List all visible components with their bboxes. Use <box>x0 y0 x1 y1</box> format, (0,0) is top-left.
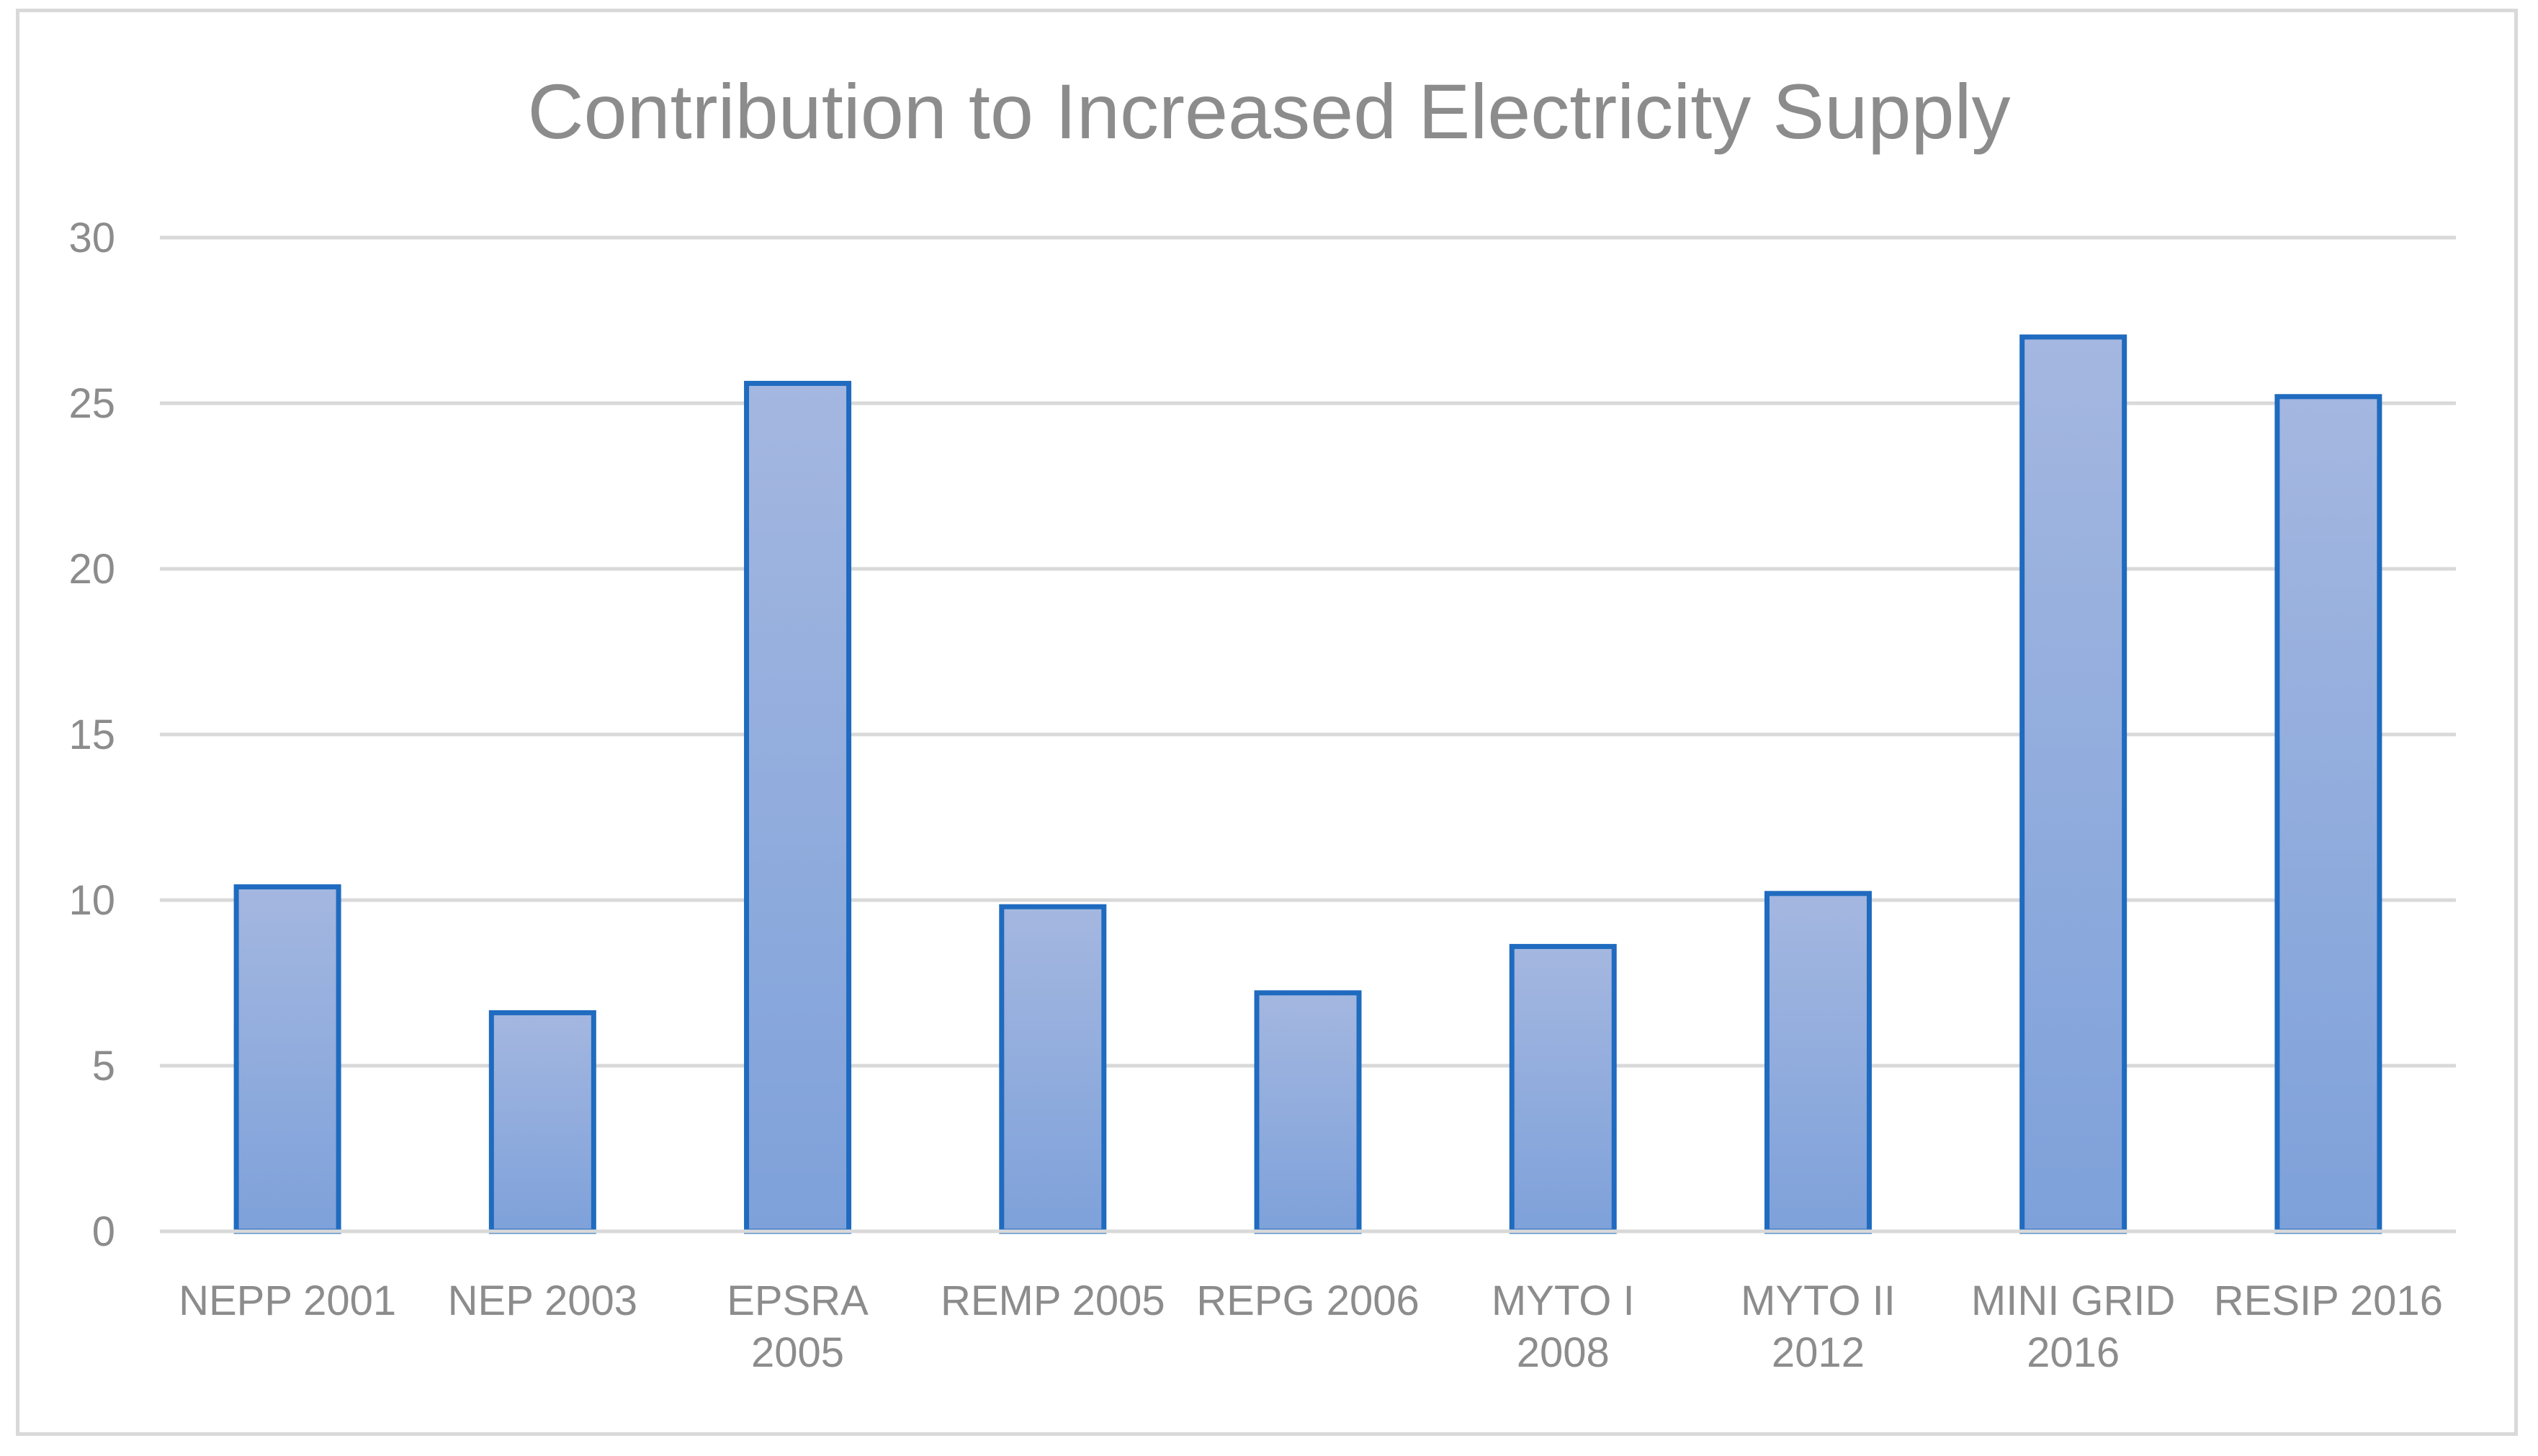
x-category-label-nepp-2001: NEPP 2001 <box>179 1277 396 1324</box>
x-category-label-resip-2016: RESIP 2016 <box>2214 1277 2443 1324</box>
bar-myto-i-2008 <box>1509 943 1617 1234</box>
bars <box>233 334 2382 1234</box>
bar-nep-2003 <box>488 1010 596 1234</box>
bar-mini-grid-2016 <box>2019 334 2127 1234</box>
x-category-label-myto-ii-2012: MYTO II 2012 <box>1741 1277 1896 1376</box>
y-tick-label-10: 10 <box>68 877 115 924</box>
x-category-label-nep-2003: NEP 2003 <box>448 1277 637 1324</box>
chart-title: Contribution to Increased Electricity Su… <box>527 68 2010 155</box>
bar-remp-2005 <box>999 904 1107 1234</box>
y-tick-label-20: 20 <box>68 546 115 593</box>
bar-resip-2016 <box>2274 394 2382 1234</box>
x-category-label-repg-2006: REPG 2006 <box>1196 1277 1420 1324</box>
y-tick-label-5: 5 <box>92 1043 115 1089</box>
y-tick-label-15: 15 <box>68 711 115 758</box>
y-tick-label-25: 25 <box>68 380 115 427</box>
x-category-label-epsra-2005: EPSRA 2005 <box>727 1277 869 1376</box>
x-axis-category-labels: NEPP 2001 NEP 2003 EPSRA 2005 REMP 2005 REPG … <box>179 1277 2443 1376</box>
bar-nepp-2001 <box>233 884 341 1234</box>
y-tick-label-0: 0 <box>92 1208 115 1255</box>
bar-epsra-2005 <box>744 380 852 1234</box>
y-tick-label-30: 30 <box>68 215 115 261</box>
bar-repg-2006 <box>1254 990 1362 1234</box>
x-category-label-remp-2005: REMP 2005 <box>941 1277 1165 1324</box>
y-axis-tick-labels: 0 5 10 15 20 25 30 <box>68 215 115 1255</box>
x-category-label-mini-grid-2016: MINI GRID 2016 <box>1971 1277 2176 1376</box>
bar-myto-ii-2012 <box>1764 891 1872 1234</box>
x-category-label-myto-i-2008: MYTO I 2008 <box>1492 1277 1635 1376</box>
